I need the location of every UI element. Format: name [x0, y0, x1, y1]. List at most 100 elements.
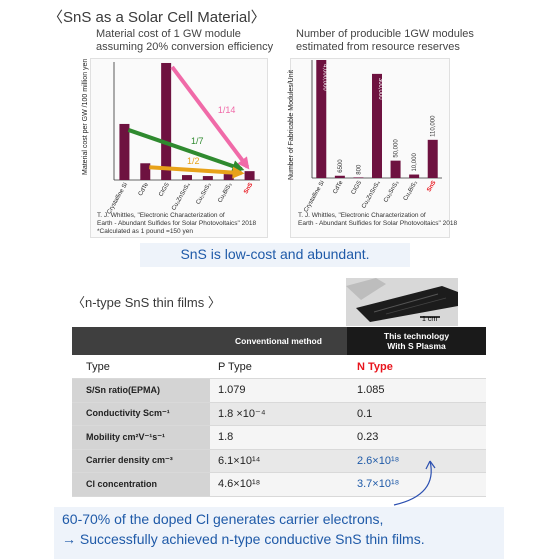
bar — [223, 174, 234, 180]
section-title: 〈n-type SnS thin films 〉 — [72, 295, 221, 310]
chart2-title: Number of producible 1GW modules estimat… — [296, 28, 474, 54]
category-label: Cu₂SnS₃ — [195, 182, 212, 206]
value-label: 6500 — [338, 159, 344, 173]
bar — [372, 73, 382, 178]
category-label: CIGS — [351, 180, 364, 196]
value-label: 10,000 — [412, 153, 418, 172]
scale-label: 1 cm — [422, 316, 438, 323]
header-conventional: Conventional method — [210, 327, 347, 355]
value-label: 110,000 — [431, 115, 437, 137]
row-conventional-value: P Type — [210, 355, 347, 379]
footer-line-1: 60-70% of the doped Cl generates carrier… — [62, 511, 384, 527]
table-row: Type P Type N Type — [72, 355, 486, 379]
row-label: Mobility cm²V⁻¹s⁻¹ — [72, 425, 210, 450]
chart1-svg: Crystalline Si CdTe CIGS Cu₂ZnSnS₄ Cu₂SnS₃ Cu… — [106, 62, 260, 215]
row-new-value: 0.23 — [347, 425, 486, 450]
chart1-title-line1: Material cost of 1 GW module — [96, 28, 241, 40]
chart2-citation-line1: T. J. Whittles, "Electronic Characteriza… — [298, 212, 426, 219]
chart2-title-line2: estimated from resource reserves — [296, 41, 460, 53]
row-conventional-value: 1.8 — [210, 425, 347, 450]
category-label: CIGS — [158, 182, 171, 198]
row-label: Conductivity Scm⁻¹ — [72, 402, 210, 426]
category-label: SnS — [426, 180, 437, 193]
header-empty — [72, 327, 210, 355]
row-label: Carrier density cm⁻³ — [72, 449, 210, 473]
category-label: Cu₂ZnSnS₄ — [361, 180, 382, 210]
chart1-title: Material cost of 1 GW module assuming 20… — [96, 28, 273, 54]
chart1-title-line2: assuming 20% conversion efficiency — [96, 41, 274, 53]
ratio-arrow — [170, 65, 250, 169]
value-label: 50,000 — [394, 139, 400, 158]
category-label: Crystalline Si — [106, 182, 129, 215]
bar — [390, 160, 401, 178]
table-row: S/Sn ratio(EPMA) 1.079 1.085 — [72, 378, 486, 403]
bar — [316, 60, 327, 178]
footer-line-2: → Successfully achieved n-type conductiv… — [62, 531, 425, 547]
table-row: Mobility cm²V⁻¹s⁻¹ 1.8 0.23 — [72, 425, 486, 450]
value-label: 800 — [356, 164, 362, 175]
row-conventional-value: 1.8 ×10⁻⁴ — [210, 402, 347, 426]
value-label: 300,000 — [377, 78, 383, 100]
pointer-arrow — [393, 460, 436, 506]
ratio-label: 1/7 — [191, 136, 204, 146]
row-conventional-value: 4.6×10¹⁸ — [210, 472, 347, 497]
chart2-ylabel: Number of Fabricable Modules/Unit — [288, 69, 295, 180]
bar — [334, 175, 345, 178]
chart1-ylabel: Material cost per GW /100 million yen — [82, 58, 89, 175]
category-label: SnS — [243, 182, 254, 195]
table-row: Conductivity Scm⁻¹ 1.8 ×10⁻⁴ 0.1 — [72, 402, 486, 426]
bar — [353, 177, 364, 178]
row-new-value: N Type — [347, 355, 486, 379]
row-new-value: 2.6×10¹⁸ — [347, 449, 486, 473]
row-conventional-value: 6.1×10¹⁴ — [210, 449, 347, 473]
ratio-label: 1/14 — [218, 105, 236, 115]
table-header-row: Conventional method This technology With… — [72, 327, 486, 355]
row-new-value: 3.7×10¹⁸ — [347, 472, 486, 497]
chart2-svg: 4,000,000 Crystalline Si 6500 CdTe 800 CIGS 30… — [303, 60, 442, 213]
sns-film-photo: 1 cm — [346, 278, 458, 326]
chart1-citation-line3: *Calculated as 1 pound =150 yen — [97, 228, 193, 235]
row-new-value: 0.1 — [347, 402, 486, 426]
value-label: 4,000,000 — [321, 64, 327, 91]
row-label: Type — [72, 355, 210, 379]
category-label: Crystalline Si — [303, 180, 326, 213]
bar — [140, 163, 151, 180]
category-label: Cu₂SnS₃ — [383, 180, 400, 204]
bar — [119, 123, 130, 180]
chart1-citation: T. J. Whittles, "Electronic Characteriza… — [97, 212, 256, 236]
chart2-citation: T. J. Whittles, "Electronic Characteriza… — [298, 212, 457, 228]
row-label: S/Sn ratio(EPMA) — [72, 378, 210, 403]
category-label: Cu₂BiS₃ — [217, 182, 233, 204]
category-label: CdTe — [138, 181, 151, 197]
category-label: Cu₂ZnSnS₄ — [171, 182, 192, 212]
properties-table: Conventional method This technology With… — [72, 327, 486, 497]
bar — [244, 171, 255, 180]
summary-background — [140, 243, 410, 267]
bar — [202, 176, 213, 180]
header-this-technology: This technology With S Plasma — [347, 327, 486, 355]
bar — [161, 62, 172, 180]
table-row: Cl concentration 4.6×10¹⁸ 3.7×10¹⁸ — [72, 472, 486, 497]
chart1-citation-line2: Earth - Abundant Sulfides for Solar Phot… — [97, 220, 257, 227]
category-label: Cu₂BiS₃ — [403, 180, 419, 202]
row-new-value: 1.085 — [347, 378, 486, 403]
footer-callout — [54, 507, 504, 559]
row-conventional-value: 1.079 — [210, 378, 347, 403]
bar — [427, 139, 438, 178]
chart1-citation-line1: T. J. Whittles, "Electronic Characteriza… — [97, 212, 225, 219]
table-row: Carrier density cm⁻³ 6.1×10¹⁴ 2.6×10¹⁸ — [72, 449, 486, 473]
page-title: 〈SnS as a Solar Cell Material〉 — [48, 9, 266, 26]
chart2-title-line1: Number of producible 1GW modules — [296, 28, 474, 40]
bar — [409, 174, 420, 178]
ratio-arrow — [127, 128, 243, 172]
ratio-arrow — [149, 165, 242, 176]
summary-text: SnS is low-cost and abundant. — [180, 246, 370, 262]
bar — [182, 175, 192, 180]
arrow-head — [232, 166, 245, 179]
arrow-head — [237, 156, 250, 170]
ratio-label: 1/2 — [187, 156, 200, 166]
chart2-citation-line2: Earth - Abundant Sulfides for Solar Phot… — [298, 220, 458, 227]
category-label: CdTe — [332, 179, 345, 195]
row-label: Cl concentration — [72, 472, 210, 497]
film-image — [346, 278, 458, 326]
